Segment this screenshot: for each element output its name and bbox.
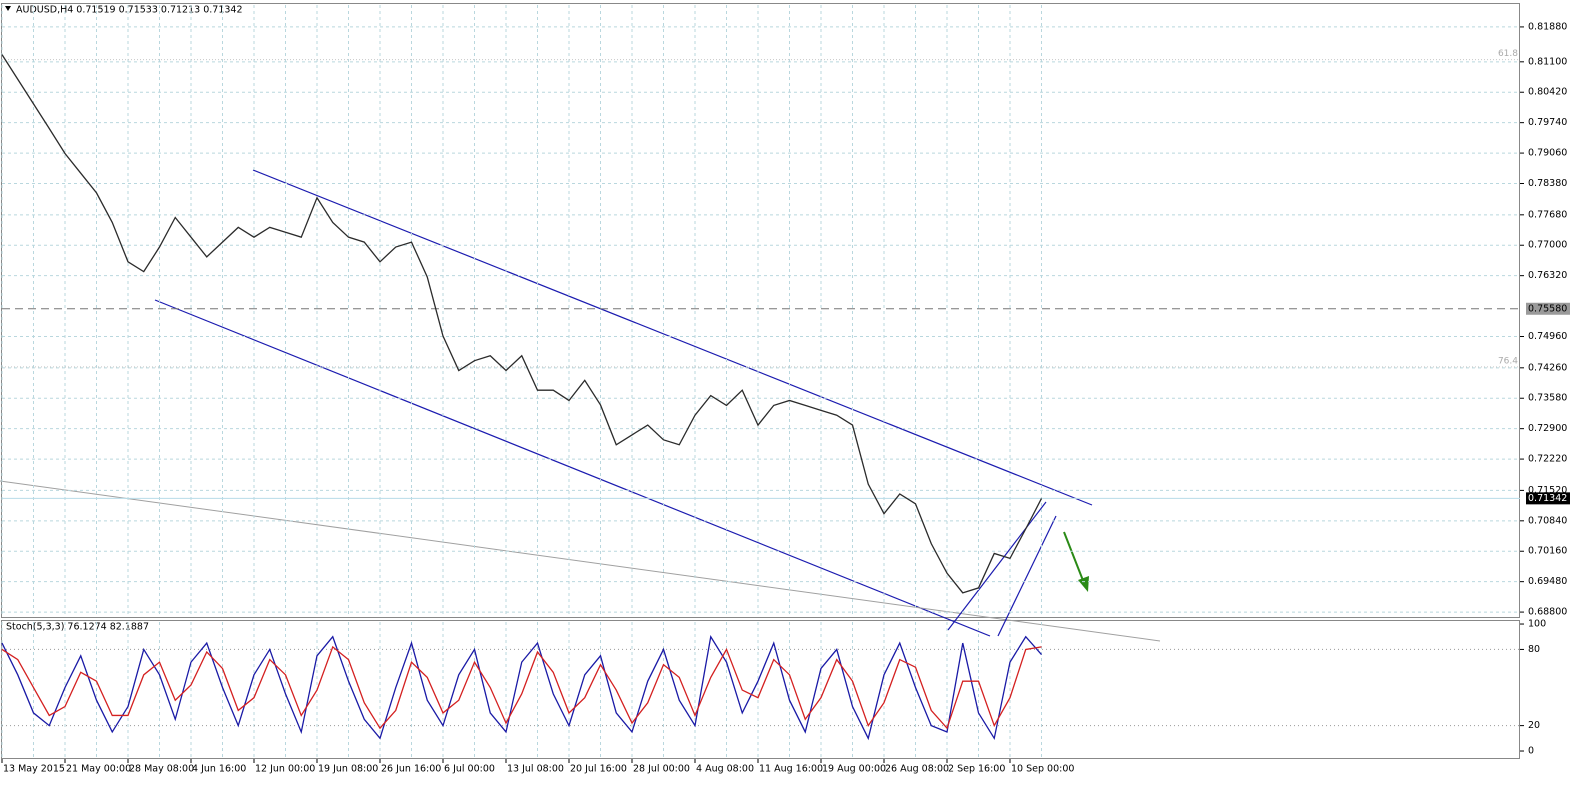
x-tick-label: 20 Jul 16:00 (570, 764, 627, 775)
y-tick-label: 0 (1528, 746, 1534, 757)
x-tick-label: 13 Jul 08:00 (507, 764, 564, 775)
x-tick-label: 19 Jun 08:00 (318, 764, 378, 775)
down-arrow-head (1078, 576, 1089, 592)
price-label: 0.71342 (1528, 493, 1567, 504)
y-tick-label: 0.72220 (1528, 454, 1567, 465)
stoch-line (1, 645, 1042, 730)
x-tick-label: 26 Aug 08:00 (885, 764, 949, 775)
y-tick-label: 100 (1528, 619, 1546, 630)
x-tick-label: 12 Jun 00:00 (255, 764, 315, 775)
y-tick-label: 0.69480 (1528, 576, 1567, 587)
channel-lower (154, 299, 991, 637)
wedge-lower (997, 515, 1057, 637)
price-label-box (1526, 492, 1570, 505)
y-tick-label: 0.72900 (1528, 423, 1567, 434)
y-tick-label: 0.80420 (1528, 87, 1567, 98)
y-tick-label: 0.73580 (1528, 393, 1567, 404)
menu-arrow (5, 6, 11, 11)
x-tick-label: 21 May 00:00 (66, 764, 131, 775)
y-tick-label: 20 (1528, 720, 1540, 731)
x-tick-label: 10 Sep 00:00 (1011, 764, 1074, 775)
x-tick-label: 4 Aug 08:00 (696, 764, 754, 775)
stoch-title: Stoch(5,3,3) 76.1274 82.1887 (6, 622, 149, 633)
y-tick-label: 0.77000 (1528, 240, 1567, 251)
fib-label: 76.4 (1498, 356, 1518, 366)
level-label-box (1526, 302, 1570, 315)
channel-upper (252, 169, 1093, 506)
chart-title: AUDUSD,H4 0.71519 0.71533 0.71213 0.7134… (16, 5, 243, 16)
y-tick-label: 0.74960 (1528, 331, 1567, 342)
x-tick-label: 28 May 08:00 (129, 764, 194, 775)
y-tick-label: 0.79740 (1528, 117, 1567, 128)
fib-label: 61.8 (1498, 49, 1518, 59)
y-tick-label: 0.70840 (1528, 515, 1567, 526)
x-tick-label: 28 Jul 00:00 (633, 764, 690, 775)
x-tick-label: 4 Jun 16:00 (192, 764, 246, 775)
y-tick-label: 0.68800 (1528, 607, 1567, 618)
y-tick-label: 0.71520 (1528, 485, 1567, 496)
price-line-series (1, 54, 1043, 594)
y-tick-label: 0.78380 (1528, 178, 1567, 189)
x-tick-label: 11 Aug 16:00 (759, 764, 823, 775)
down-arrow (1063, 531, 1085, 584)
y-tick-label: 80 (1528, 644, 1540, 655)
y-tick-label: 0.81100 (1528, 56, 1567, 67)
y-tick-label: 0.70160 (1528, 546, 1567, 557)
y-tick-label: 0.81880 (1528, 21, 1567, 32)
long-trendline (0, 480, 1161, 642)
wedge-upper (947, 501, 1047, 631)
price-frame (1, 3, 1520, 618)
y-tick-label: 0.79060 (1528, 148, 1567, 159)
x-tick-label: 13 May 2015 (3, 764, 65, 775)
y-tick-label: 0.76320 (1528, 270, 1567, 281)
level-label: 0.75580 (1528, 303, 1567, 314)
x-tick-label: 2 Sep 16:00 (948, 764, 1005, 775)
y-tick-label: 0.74260 (1528, 362, 1567, 373)
x-tick-label: 19 Aug 00:00 (822, 764, 886, 775)
stoch-line (1, 634, 1042, 741)
x-tick-label: 6 Jul 00:00 (444, 764, 495, 775)
y-tick-label: 0.77680 (1528, 209, 1567, 220)
x-tick-label: 26 Jun 16:00 (381, 764, 441, 775)
